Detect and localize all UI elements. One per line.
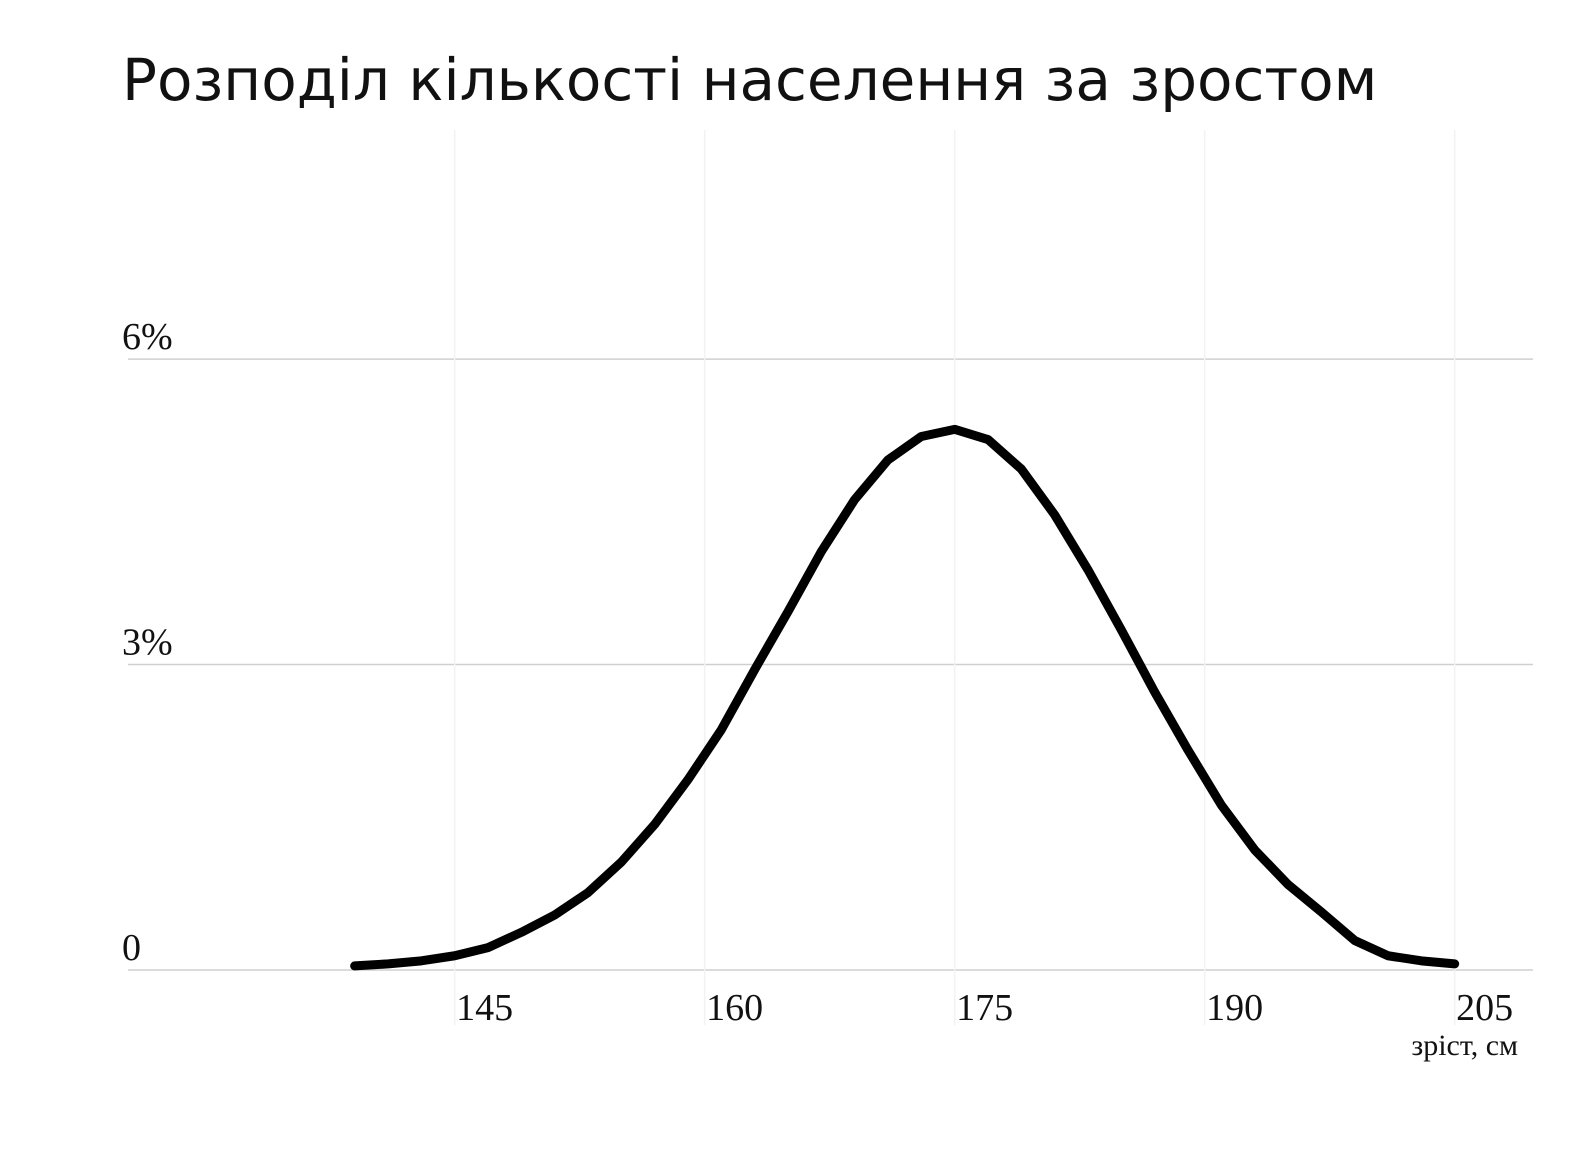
chart-title: Розподіл кількості населення за зростом bbox=[122, 46, 1377, 114]
y-tick-label: 0 bbox=[122, 927, 141, 969]
x-tick-label: 160 bbox=[706, 987, 763, 1029]
line-series bbox=[350, 424, 1460, 971]
y-tick-label: 6% bbox=[122, 316, 173, 358]
y-tick-label: 3% bbox=[122, 622, 173, 664]
x-axis-label: зріст, см bbox=[1411, 1029, 1518, 1062]
x-tick-label: 175 bbox=[956, 987, 1013, 1029]
x-tick-label: 145 bbox=[456, 987, 513, 1029]
x-tick-label: 190 bbox=[1206, 987, 1263, 1029]
x-tick-label: 205 bbox=[1456, 987, 1513, 1029]
